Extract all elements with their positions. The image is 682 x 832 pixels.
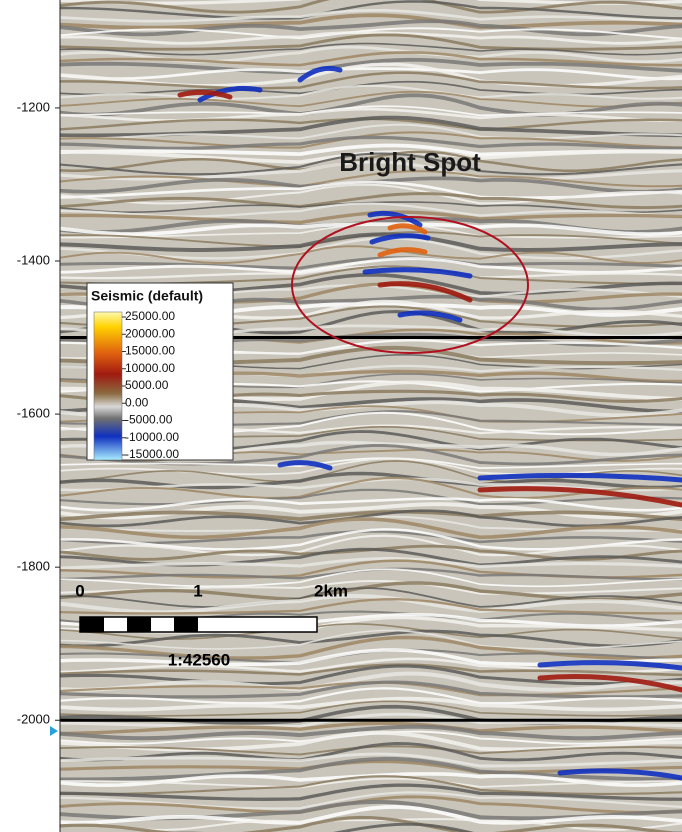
y-tick-label: -1400 bbox=[17, 252, 50, 267]
scale-segment bbox=[80, 617, 104, 632]
seismic-view: Bright Spot Seismic (default) -1000-1200… bbox=[0, 0, 682, 832]
legend-tick-label: 15000.00 bbox=[125, 344, 175, 358]
y-tick-label: -1600 bbox=[17, 406, 50, 421]
scale-label: 1 bbox=[193, 581, 202, 600]
colorbar bbox=[94, 312, 122, 460]
y-tick-label: -1800 bbox=[17, 559, 50, 574]
legend-tick-label: 5000.00 bbox=[125, 378, 169, 392]
scale-label: 2km bbox=[314, 581, 348, 600]
legend-title: Seismic (default) bbox=[91, 288, 203, 304]
legend-tick-label: 10000.00 bbox=[125, 361, 175, 375]
scale-bar-frame bbox=[80, 617, 317, 632]
legend-tick-label: -15000.00 bbox=[125, 447, 179, 461]
scale-label: 0 bbox=[75, 581, 84, 600]
legend-tick-label: -5000.00 bbox=[125, 413, 173, 427]
legend-tick-label: 0.00 bbox=[125, 395, 149, 409]
scale-segment bbox=[174, 617, 198, 632]
y-tick-label: -2000 bbox=[17, 712, 50, 727]
legend-tick-label: 25000.00 bbox=[125, 309, 175, 323]
legend-tick-label: 20000.00 bbox=[125, 326, 175, 340]
legend-tick-label: -10000.00 bbox=[125, 430, 179, 444]
page: Bright Spot Seismic (default) -1000-1200… bbox=[0, 0, 682, 832]
y-tick-label: -1200 bbox=[17, 99, 50, 114]
scale-ratio: 1:42560 bbox=[168, 650, 230, 669]
annotation: Bright Spot bbox=[339, 147, 481, 177]
scale-segment bbox=[127, 617, 151, 632]
